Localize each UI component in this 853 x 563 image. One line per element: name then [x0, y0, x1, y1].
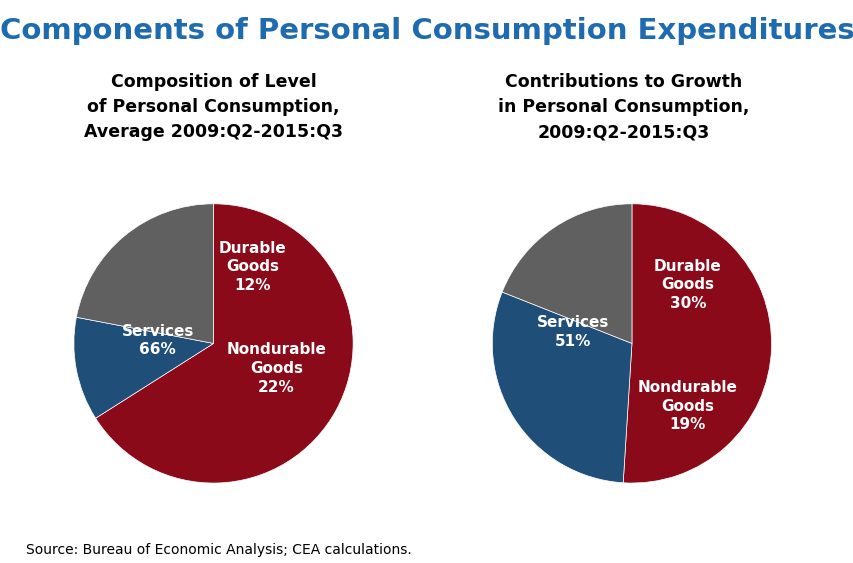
Wedge shape — [76, 204, 213, 343]
Wedge shape — [74, 318, 213, 418]
Text: Composition of Level
of Personal Consumption,
Average 2009:Q2-2015:Q3: Composition of Level of Personal Consump… — [84, 73, 343, 141]
Text: Source: Bureau of Economic Analysis; CEA calculations.: Source: Bureau of Economic Analysis; CEA… — [26, 543, 411, 557]
Text: Nondurable
Goods
19%: Nondurable Goods 19% — [637, 380, 737, 432]
Text: Durable
Goods
30%: Durable Goods 30% — [653, 258, 721, 311]
Wedge shape — [96, 204, 352, 483]
Text: Durable
Goods
12%: Durable Goods 12% — [218, 240, 286, 293]
Text: Services
66%: Services 66% — [121, 324, 194, 358]
Wedge shape — [623, 204, 770, 483]
Text: Components of Personal Consumption Expenditures: Components of Personal Consumption Expen… — [0, 17, 853, 45]
Text: Contributions to Growth
in Personal Consumption,
2009:Q2-2015:Q3: Contributions to Growth in Personal Cons… — [497, 73, 748, 141]
Text: Nondurable
Goods
22%: Nondurable Goods 22% — [226, 342, 326, 395]
Wedge shape — [492, 292, 631, 483]
Wedge shape — [502, 204, 631, 343]
Text: Services
51%: Services 51% — [537, 315, 609, 349]
